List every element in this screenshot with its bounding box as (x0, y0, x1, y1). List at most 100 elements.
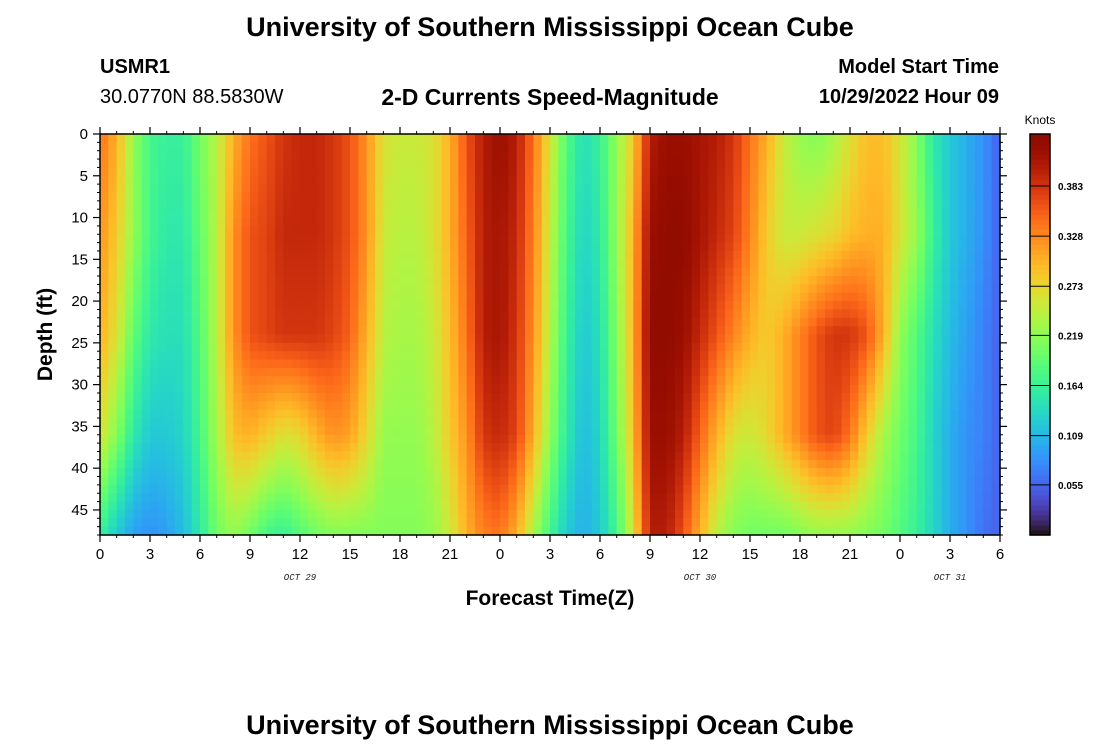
heatmap-cell (441, 142, 451, 152)
heatmap-cell (558, 301, 568, 311)
heatmap-cell (258, 225, 268, 235)
heatmap-cell (358, 150, 368, 160)
heatmap-cell (216, 476, 226, 486)
heatmap-cell (450, 426, 459, 436)
heatmap-cell (750, 443, 759, 453)
heatmap-cell (258, 409, 268, 419)
heatmap-cell (850, 376, 859, 386)
heatmap-cell (791, 451, 801, 461)
heatmap-cell (500, 267, 509, 277)
heatmap-cell (333, 493, 343, 503)
heatmap-cell (491, 259, 501, 269)
heatmap-cell (333, 200, 343, 210)
heatmap-cell (241, 317, 251, 327)
heatmap-cell (258, 175, 268, 185)
heatmap-cell (691, 317, 701, 327)
heatmap-cell (216, 342, 226, 352)
heatmap-cell (608, 501, 618, 511)
heatmap-cell (550, 159, 559, 169)
heatmap-cell (883, 284, 893, 294)
heatmap-cell (575, 317, 584, 327)
heatmap-cell (908, 276, 918, 285)
heatmap-cell (466, 359, 476, 369)
heatmap-cell (333, 392, 343, 402)
heatmap-cell (100, 409, 109, 419)
heatmap-cell (916, 342, 926, 352)
heatmap-cell (800, 284, 809, 294)
heatmap-cell (708, 309, 718, 319)
heatmap-cell (300, 376, 309, 386)
heatmap-cell (233, 484, 243, 494)
heatmap-cell (566, 159, 576, 169)
heatmap-cell (650, 384, 659, 394)
heatmap-cell (633, 150, 643, 160)
heatmap-cell (141, 134, 151, 143)
heatmap-cell (641, 493, 651, 503)
heatmap-cell (183, 200, 193, 210)
heatmap-cell (800, 326, 809, 336)
heatmap-cell (350, 426, 359, 436)
heatmap-cell (833, 426, 843, 436)
heatmap-cell (841, 175, 851, 185)
heatmap-cell (525, 250, 534, 260)
heatmap-cell (175, 484, 184, 494)
heatmap-cell (625, 150, 634, 160)
heatmap-cell (833, 409, 843, 419)
heatmap-cell (300, 443, 309, 453)
heatmap-cell (483, 150, 493, 160)
heatmap-cell (233, 309, 243, 319)
heatmap-cell (208, 359, 218, 369)
heatmap-cell (733, 200, 743, 210)
heatmap-cell (583, 493, 593, 503)
heatmap-cell (650, 267, 659, 277)
heatmap-cell (616, 484, 626, 494)
heatmap-cell (775, 342, 784, 352)
heatmap-cell (541, 426, 551, 436)
heatmap-cell (133, 200, 143, 210)
heatmap-cell (541, 234, 551, 244)
heatmap-cell (658, 159, 668, 169)
heatmap-cell (916, 501, 926, 511)
heatmap-cell (208, 509, 218, 519)
heatmap-cell (208, 167, 218, 177)
heatmap-cell (166, 434, 176, 444)
heatmap-cell (183, 334, 193, 344)
heatmap-cell (408, 267, 418, 277)
heatmap-cell (700, 392, 709, 402)
heatmap-cell (300, 284, 309, 294)
heatmap-cell (341, 384, 351, 394)
heatmap-cell (566, 351, 576, 361)
heatmap-cell (766, 284, 776, 294)
heatmap-cell (633, 259, 643, 269)
heatmap-cell (950, 284, 959, 294)
heatmap-cell (758, 443, 768, 453)
heatmap-cell (875, 367, 884, 377)
heatmap-cell (441, 509, 451, 519)
heatmap-cell (983, 409, 993, 419)
heatmap-cell (441, 434, 451, 444)
heatmap-cell (558, 434, 568, 444)
heatmap-cell (883, 426, 893, 436)
heatmap-cell (866, 284, 876, 294)
heatmap-cell (391, 359, 401, 369)
heatmap-cell (433, 468, 443, 478)
heatmap-cell (700, 468, 709, 478)
heatmap-cell (558, 142, 568, 152)
heatmap-cell (991, 418, 1001, 427)
heatmap-cell (666, 184, 676, 194)
heatmap-cell (325, 225, 334, 235)
heatmap-cell (116, 484, 126, 494)
heatmap-cell (725, 209, 734, 219)
heatmap-cell (725, 259, 734, 269)
heatmap-cell (133, 234, 143, 244)
heatmap-cell (266, 142, 276, 152)
heatmap-cell (375, 509, 384, 519)
heatmap-cell (866, 259, 876, 269)
heatmap-cell (308, 351, 318, 361)
heatmap-cell (466, 150, 476, 160)
heatmap-cell (391, 284, 401, 294)
heatmap-cell (358, 351, 368, 361)
heatmap-cell (591, 267, 601, 277)
heatmap-cell (133, 292, 143, 302)
heatmap-cell (216, 242, 226, 252)
